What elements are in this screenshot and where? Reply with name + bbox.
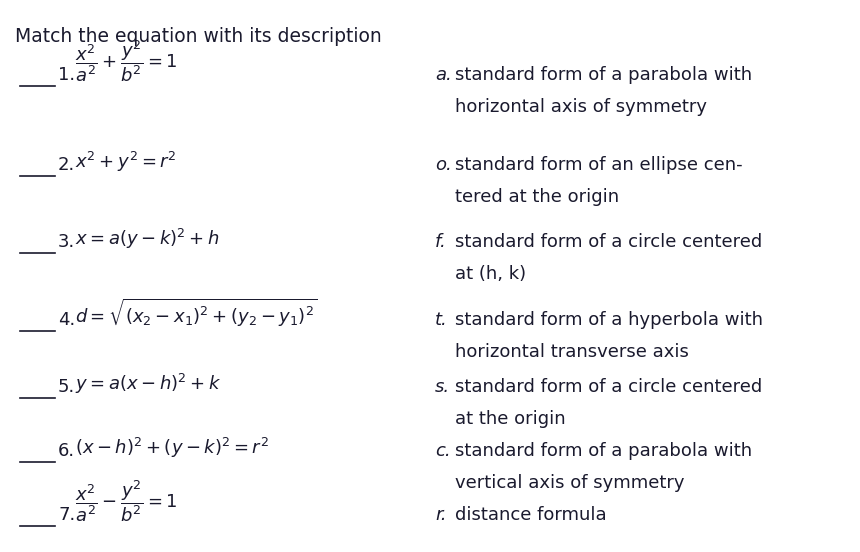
Text: $y = a(x - h)^2 + k$: $y = a(x - h)^2 + k$ [75, 372, 221, 396]
Text: $\dfrac{x^2}{a^2} + \dfrac{y^2}{b^2} = 1$: $\dfrac{x^2}{a^2} + \dfrac{y^2}{b^2} = 1… [75, 38, 178, 84]
Text: 1.: 1. [58, 66, 75, 84]
Text: 4.: 4. [58, 311, 76, 329]
Text: o.: o. [435, 156, 452, 174]
Text: horizontal transverse axis: horizontal transverse axis [455, 343, 689, 361]
Text: a.: a. [435, 66, 452, 84]
Text: standard form of a parabola with: standard form of a parabola with [455, 442, 752, 460]
Text: horizontal axis of symmetry: horizontal axis of symmetry [455, 98, 707, 116]
Text: standard form of a circle centered: standard form of a circle centered [455, 378, 762, 396]
Text: 5.: 5. [58, 378, 76, 396]
Text: standard form of a hyperbola with: standard form of a hyperbola with [455, 311, 763, 329]
Text: c.: c. [435, 442, 451, 460]
Text: $x^2 + y^2 = r^2$: $x^2 + y^2 = r^2$ [75, 150, 177, 174]
Text: standard form of an ellipse cen-: standard form of an ellipse cen- [455, 156, 743, 174]
Text: 3.: 3. [58, 233, 76, 251]
Text: tered at the origin: tered at the origin [455, 188, 619, 206]
Text: 6.: 6. [58, 442, 75, 460]
Text: standard form of a circle centered: standard form of a circle centered [455, 233, 762, 251]
Text: $d = \sqrt{(x_2 - x_1)^2 + (y_2 - y_1)^2}$: $d = \sqrt{(x_2 - x_1)^2 + (y_2 - y_1)^2… [75, 296, 318, 329]
Text: t.: t. [435, 311, 448, 329]
Text: at (h, k): at (h, k) [455, 265, 526, 283]
Text: standard form of a parabola with: standard form of a parabola with [455, 66, 752, 84]
Text: $\dfrac{x^2}{a^2} - \dfrac{y^2}{b^2} = 1$: $\dfrac{x^2}{a^2} - \dfrac{y^2}{b^2} = 1… [75, 478, 178, 524]
Text: vertical axis of symmetry: vertical axis of symmetry [455, 474, 685, 492]
Text: Match the equation with its description: Match the equation with its description [15, 27, 382, 46]
Text: f.: f. [435, 233, 446, 251]
Text: at the origin: at the origin [455, 410, 566, 428]
Text: 2.: 2. [58, 156, 76, 174]
Text: distance formula: distance formula [455, 506, 606, 524]
Text: r.: r. [435, 506, 446, 524]
Text: $x = a(y - k)^2 + h$: $x = a(y - k)^2 + h$ [75, 227, 219, 251]
Text: s.: s. [435, 378, 450, 396]
Text: $(x - h)^2 + (y - k)^2 = r^2$: $(x - h)^2 + (y - k)^2 = r^2$ [75, 436, 269, 460]
Text: 7.: 7. [58, 506, 76, 524]
